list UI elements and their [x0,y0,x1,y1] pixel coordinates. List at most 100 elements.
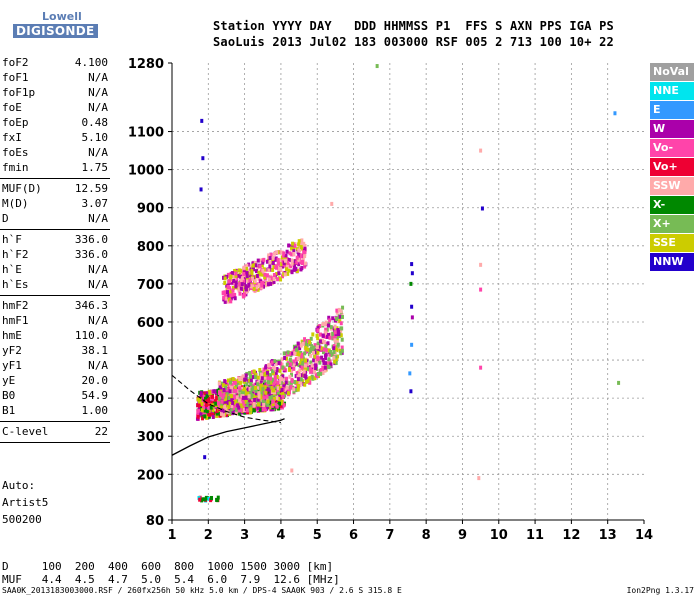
ionogram-chart: 1 2 3 4 5 6 7 8 9 10 11 12 13 14802003004005006007008… [128,57,653,543]
param-key: foF2 [2,56,29,69]
echo-point [292,359,296,364]
echo-point [479,365,483,370]
echo-point [266,380,270,385]
echo-point [303,371,307,376]
echo-point [260,283,264,288]
echo-point [213,399,217,404]
echo-point [295,347,299,352]
echo-point [249,391,253,396]
echo-point [272,279,276,284]
echo-point [251,261,255,266]
echo-point [298,368,302,373]
echo-point [267,393,271,398]
echo-point [253,397,257,402]
echo-point [258,264,262,269]
echo-point [239,286,243,291]
param-key: h`F2 [2,248,29,261]
echo-point [250,370,254,375]
echo-point [241,391,245,396]
echo-point [203,396,207,401]
param-row: foF1 N/A [2,71,108,86]
param-value: N/A [88,212,108,225]
echo-point [321,350,325,355]
echo-point [300,238,304,243]
echo-point [211,415,215,420]
echo-point [287,243,291,248]
echo-point [222,413,226,418]
echo-point [327,357,331,362]
echo-point [324,327,328,332]
echo-point [248,410,252,415]
param-value: N/A [88,359,108,372]
echo-point [268,264,272,269]
echo-point [268,396,272,401]
echo-point [261,387,265,392]
echo-point [244,284,248,289]
echo-point [271,383,275,388]
param-row: B1 1.00 [2,404,108,419]
legend-item: NoVal [650,63,694,81]
echo-point [337,307,341,312]
echo-point [339,351,343,356]
echo-point [290,372,294,377]
echo-point [229,274,233,279]
param-key: C-level [2,425,49,438]
echo-point [232,278,236,283]
echo-point [292,251,296,256]
echo-point [249,264,253,269]
echo-point [309,336,313,341]
muf-curve [171,374,281,424]
echo-point [198,497,202,502]
echo-point [292,267,296,272]
echo-point [299,377,303,382]
echo-point [223,290,227,295]
echo-point [330,201,334,206]
echo-point [290,258,294,263]
echo-point [254,391,258,396]
echo-point [335,319,339,324]
param-key: h`E [2,263,22,276]
echo-point [273,374,277,379]
echo-point [297,352,301,357]
echo-point [199,404,203,409]
echo-point [331,331,335,336]
param-value: 1.00 [81,404,109,417]
echo-point [262,284,266,289]
echo-point [321,371,325,376]
echo-point [238,386,242,391]
echo-point [268,260,272,265]
param-row: fmin 1.75 [2,161,108,176]
echo-point [249,405,253,410]
param-value: 3.07 [81,197,109,210]
echo-point [269,276,273,281]
param-divider [0,442,110,443]
echo-point [239,380,243,385]
echo-point [223,379,227,384]
echo-point [258,258,262,263]
echo-point [318,339,322,344]
param-value: N/A [88,101,108,114]
echo-point [235,277,239,282]
echo-point [314,362,318,367]
echo-point [258,407,262,412]
echo-point [227,292,231,297]
echo-point [282,351,286,356]
echo-point [233,296,237,301]
echo-point [285,352,289,357]
echo-point [296,341,300,346]
echo-point [247,394,251,399]
echo-point [240,282,244,287]
echo-point [283,393,287,398]
y-tick-label: 300 [137,430,164,445]
echo-point [230,271,234,276]
param-key: h`Es [2,278,29,291]
echo-point [274,372,278,377]
echo-point [408,371,412,376]
echo-point [281,365,285,370]
echo-point [294,388,298,393]
echo-point [235,395,239,400]
echo-point [214,401,218,406]
echo-point [248,386,252,391]
echo-point [299,380,303,385]
echo-point [209,405,213,410]
